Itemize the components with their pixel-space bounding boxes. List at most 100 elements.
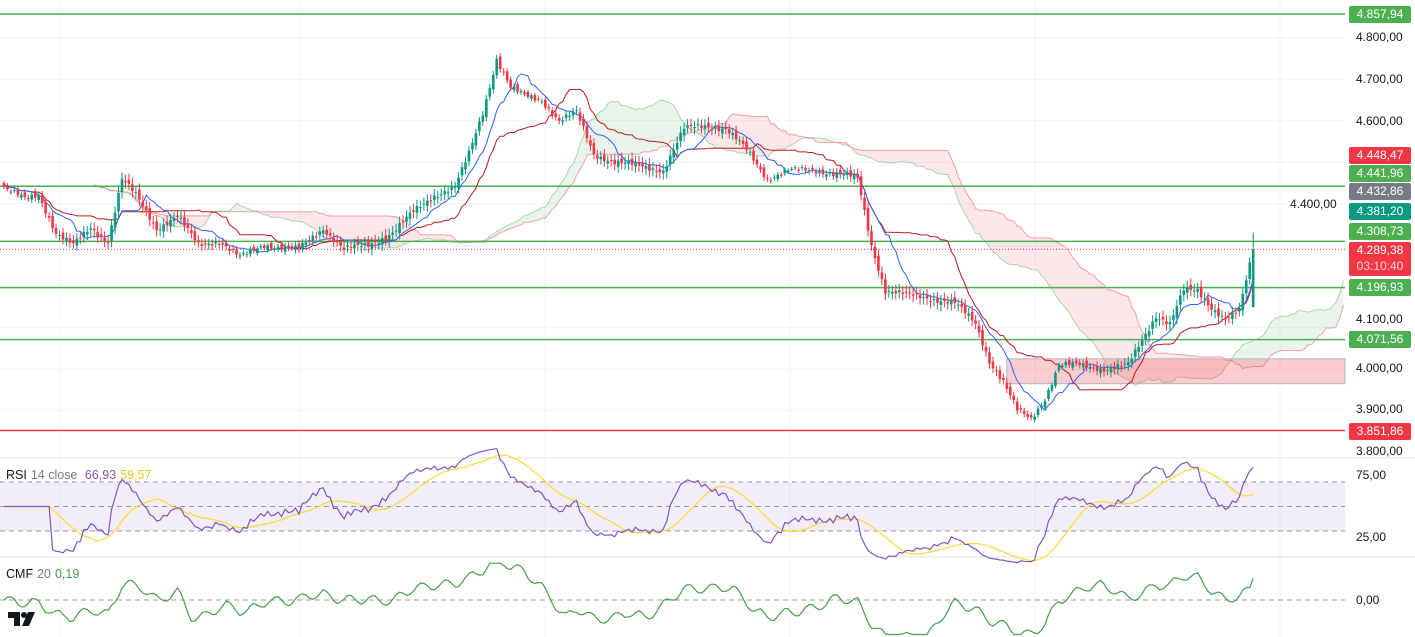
candle [842,169,846,181]
candle-body [530,95,533,99]
candle [1102,362,1106,377]
ichimoku-cloud-segment [531,211,535,222]
candle [523,90,526,97]
ichimoku-cloud-segment [1308,310,1313,345]
candle-body [967,313,970,316]
candle-body [887,291,891,293]
candle-body [131,184,134,192]
candle [752,146,755,165]
ichimoku-cloud-segment [1183,354,1188,378]
candle [568,111,571,121]
candle-body [464,162,467,170]
candle [897,283,901,299]
candle-body [845,172,849,175]
candle-body [762,167,766,178]
candle [439,188,443,202]
candle-body [1144,333,1147,340]
candle-body [1196,289,1199,292]
candle [662,164,665,180]
candle [943,292,946,308]
candle-body [665,166,669,172]
ichimoku-cloud-segment [1020,227,1025,267]
candle-body [304,242,308,245]
ichimoku-cloud-segment [538,207,542,221]
candle [138,183,141,207]
ichimoku-cloud-segment [514,220,518,228]
candle [828,168,832,177]
candle [54,223,58,239]
ichimoku-cloud-segment [1013,221,1018,265]
candle-body [710,129,714,131]
ichimoku-cloud-segment [503,225,508,232]
candle [700,119,703,134]
ichimoku-cloud-segment [580,136,584,170]
candle [609,154,613,167]
candle [360,240,363,254]
candle [929,294,932,309]
candle-body [1251,249,1255,308]
candle [956,298,960,312]
ichimoku-cloud-segment [819,138,823,143]
ichimoku-cloud-segment [1027,236,1032,270]
ichimoku-cloud-segment [753,116,757,156]
candle [485,94,488,122]
ichimoku-cloud-segment [132,194,136,201]
candle [13,187,16,194]
candle [1081,359,1085,371]
candle [967,307,970,322]
candle [918,288,922,305]
candle [488,83,492,101]
candle [283,242,287,255]
candle-body [842,174,846,176]
candle-body [932,298,936,301]
ichimoku-cloud-segment [1003,213,1007,264]
candle [419,200,422,214]
candle-body [1033,416,1036,420]
candle-body [495,58,499,76]
candle-body [450,186,453,190]
candle-body [519,90,523,93]
candle [884,273,887,300]
ichimoku-cloud-segment [1221,356,1226,374]
ichimoku-cloud-segment [1031,237,1035,270]
candle-body [981,329,984,346]
ichimoku-cloud-segment [239,205,244,212]
candle-body [231,248,235,250]
ichimoku-cloud-segment [791,134,796,145]
price-label-text: 4.308,73 [1356,224,1404,238]
candle-body [1026,414,1029,417]
candle [117,186,120,218]
candle [665,160,669,179]
candle [30,191,34,203]
ichimoku-cloud-segment [493,231,497,238]
ichimoku-cloud-segment [1149,344,1153,381]
ichimoku-cloud-segment [1284,316,1288,351]
candle-body [1109,368,1113,373]
candle [530,93,533,101]
candle [544,96,547,111]
ichimoku-cloud-segment [906,150,910,163]
candle-body [550,110,554,116]
ichimoku-cloud-segment [847,143,851,148]
ichimoku-cloud-segment [632,108,636,155]
candle [592,138,596,160]
ichimoku-cloud-segment [1131,307,1136,386]
ichimoku-cloud-segment [691,129,695,133]
candle-body [1099,368,1102,374]
candle [946,295,950,310]
ichimoku-cloud-segment [871,150,875,160]
ichimoku-cloud-segment [628,106,633,155]
ichimoku-cloud-segment [1017,225,1021,267]
candle [1220,309,1224,323]
candle [75,233,79,251]
cmf-legend: CMF 20 0,19 [6,567,83,581]
candle-body [1074,360,1078,364]
ichimoku-cloud-segment [1024,231,1028,268]
candle [1210,297,1213,317]
candle [908,286,911,300]
ichimoku-cloud-segment [434,234,438,241]
candle-body [1012,395,1016,401]
candle-body [897,290,901,293]
candle [432,189,436,206]
